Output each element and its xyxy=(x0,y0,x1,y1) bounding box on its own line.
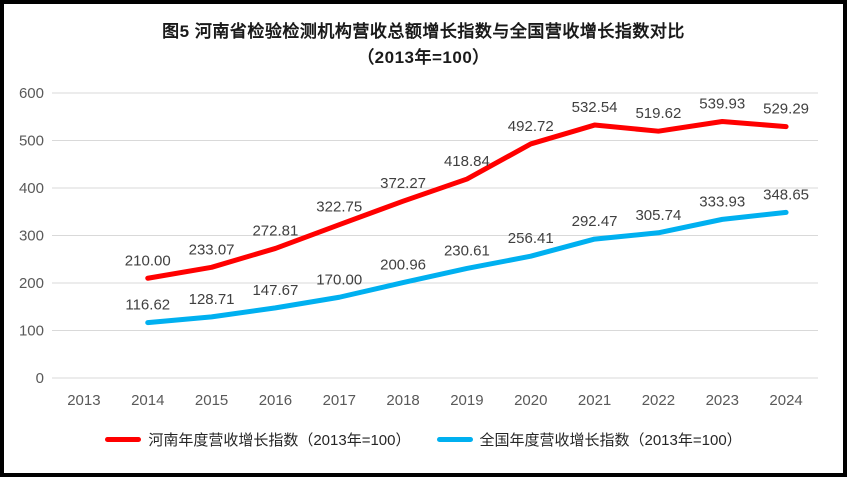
data-label-henan: 539.93 xyxy=(699,96,745,113)
data-label-henan: 233.07 xyxy=(189,241,235,258)
y-axis-tick-label: 300 xyxy=(19,228,44,245)
y-axis-tick-label: 400 xyxy=(19,180,44,197)
y-axis-tick-label: 600 xyxy=(19,85,44,102)
series-line-henan xyxy=(145,119,789,281)
y-axis-tick-label: 0 xyxy=(36,370,44,387)
x-axis-tick-label: 2023 xyxy=(706,392,739,409)
line-chart-plot-area: 0 100 200 300 400 500 600 2013 2014 2015 2016 2017 2… xyxy=(19,85,818,409)
x-axis-tick-label: 2022 xyxy=(642,392,675,409)
x-axis-tick-label: 2019 xyxy=(450,392,483,409)
series-line-national xyxy=(145,209,789,326)
data-label-national: 256.41 xyxy=(508,230,554,247)
data-label-national: 333.93 xyxy=(699,193,745,210)
chart-title: 图5 河南省检验检测机构营收总额增长指数与全国营收增长指数对比 （2013年=1… xyxy=(4,19,843,71)
data-label-henan: 529.29 xyxy=(763,101,809,118)
x-axis-tick-label: 2018 xyxy=(386,392,419,409)
data-label-henan: 519.62 xyxy=(635,105,681,122)
data-label-national: 128.71 xyxy=(189,291,235,308)
data-label-henan: 532.54 xyxy=(572,99,618,116)
data-label-henan: 210.00 xyxy=(125,252,171,269)
x-axis-tick-label: 2013 xyxy=(67,392,100,409)
national-series-line-swatch xyxy=(436,437,473,442)
legend: 河南年度营收增长指数（2013年=100） 全国年度营收增长指数（2013年=1… xyxy=(4,429,843,450)
data-label-henan: 418.84 xyxy=(444,153,490,170)
x-axis-tick-label: 2017 xyxy=(323,392,356,409)
data-label-national: 116.62 xyxy=(125,297,170,314)
data-label-national: 200.96 xyxy=(380,257,426,274)
y-axis-tick-label: 500 xyxy=(19,133,44,150)
x-axis-tick-label: 2021 xyxy=(578,392,611,409)
y-axis-tick-label: 100 xyxy=(19,323,44,340)
legend-item-national: 全国年度营收增长指数（2013年=100） xyxy=(436,429,742,450)
henan-series-line-swatch xyxy=(105,437,142,442)
chart-title-line1: 图5 河南省检验检测机构营收总额增长指数与全国营收增长指数对比 xyxy=(162,22,685,41)
henan-series-label: 河南年度营收增长指数（2013年=100） xyxy=(148,432,411,449)
data-label-national: 147.67 xyxy=(252,282,298,299)
legend-item-henan: 河南年度营收增长指数（2013年=100） xyxy=(105,429,411,450)
x-axis-tick-label: 2014 xyxy=(131,392,164,409)
national-series-label: 全国年度营收增长指数（2013年=100） xyxy=(479,432,742,449)
data-label-henan: 322.75 xyxy=(316,199,362,216)
data-label-national: 348.65 xyxy=(763,186,809,203)
chart-title-line2: （2013年=100） xyxy=(357,48,490,67)
x-axis-tick-label: 2024 xyxy=(769,392,802,409)
data-label-national: 305.74 xyxy=(635,207,681,224)
data-label-national: 292.47 xyxy=(572,213,618,230)
x-axis-tick-label: 2016 xyxy=(259,392,292,409)
data-label-national: 230.61 xyxy=(444,242,490,259)
data-label-henan: 372.27 xyxy=(380,175,426,192)
data-label-henan: 272.81 xyxy=(252,222,298,239)
data-label-national: 170.00 xyxy=(316,271,362,288)
x-axis-tick-label: 2015 xyxy=(195,392,228,409)
y-axis-tick-label: 200 xyxy=(19,275,44,292)
data-label-henan: 492.72 xyxy=(508,118,554,135)
x-axis-tick-label: 2020 xyxy=(514,392,547,409)
